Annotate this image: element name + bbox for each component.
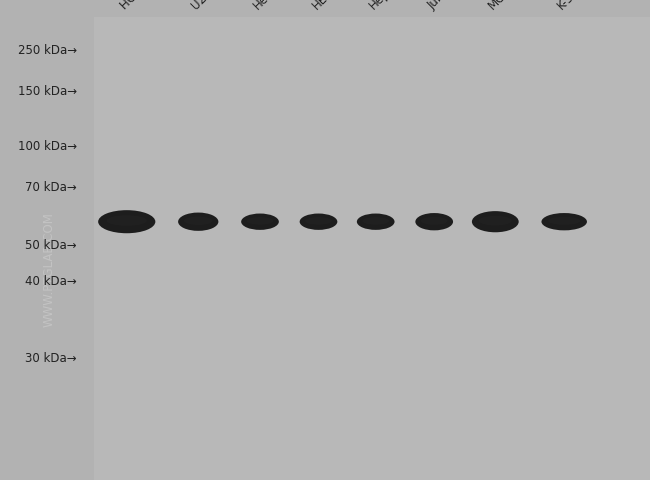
- Ellipse shape: [98, 211, 155, 234]
- Text: 30 kDa→: 30 kDa→: [25, 351, 77, 364]
- Text: 100 kDa→: 100 kDa→: [18, 140, 77, 153]
- Ellipse shape: [479, 216, 512, 226]
- Ellipse shape: [184, 217, 213, 226]
- Ellipse shape: [415, 214, 453, 231]
- Text: Jurkat: Jurkat: [425, 0, 459, 12]
- Text: MOLT-4: MOLT-4: [486, 0, 525, 12]
- Ellipse shape: [472, 212, 519, 233]
- Text: HeLa: HeLa: [251, 0, 281, 12]
- Ellipse shape: [421, 217, 447, 225]
- Ellipse shape: [178, 213, 218, 231]
- Text: K-562: K-562: [555, 0, 588, 12]
- Text: WWW.PTGLAB.COM: WWW.PTGLAB.COM: [42, 212, 55, 326]
- Text: 70 kDa→: 70 kDa→: [25, 180, 77, 194]
- Text: U2OS: U2OS: [189, 0, 221, 12]
- Ellipse shape: [247, 218, 273, 225]
- Ellipse shape: [541, 214, 587, 231]
- Ellipse shape: [357, 214, 395, 230]
- Text: 150 kDa→: 150 kDa→: [18, 84, 77, 98]
- Ellipse shape: [300, 214, 337, 230]
- Text: 50 kDa→: 50 kDa→: [25, 238, 77, 252]
- Text: 250 kDa→: 250 kDa→: [18, 44, 77, 57]
- Ellipse shape: [363, 218, 389, 225]
- Ellipse shape: [306, 218, 332, 225]
- Ellipse shape: [549, 217, 580, 225]
- Text: 40 kDa→: 40 kDa→: [25, 274, 77, 288]
- FancyBboxPatch shape: [94, 18, 650, 480]
- Ellipse shape: [107, 216, 147, 226]
- Text: HCT 116: HCT 116: [118, 0, 162, 12]
- Text: HEK-293: HEK-293: [309, 0, 354, 12]
- Text: HepG2: HepG2: [367, 0, 404, 12]
- Ellipse shape: [241, 214, 279, 230]
